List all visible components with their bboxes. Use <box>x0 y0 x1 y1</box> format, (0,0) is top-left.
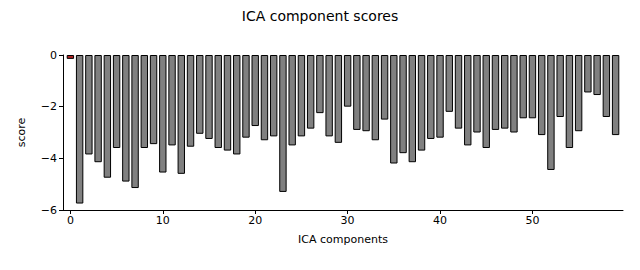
svg-text:−6: −6 <box>41 204 57 217</box>
svg-text:50: 50 <box>525 214 539 227</box>
svg-text:20: 20 <box>248 214 262 227</box>
svg-text:ICA component scores: ICA component scores <box>242 8 399 24</box>
svg-text:30: 30 <box>341 214 355 227</box>
svg-text:−2: −2 <box>41 100 57 113</box>
svg-text:0: 0 <box>67 214 74 227</box>
svg-text:10: 10 <box>156 214 170 227</box>
svg-text:40: 40 <box>433 214 447 227</box>
svg-text:0: 0 <box>50 49 57 62</box>
svg-text:ICA components: ICA components <box>298 233 388 246</box>
svg-text:−4: −4 <box>41 152 57 165</box>
svg-text:score: score <box>15 117 28 147</box>
